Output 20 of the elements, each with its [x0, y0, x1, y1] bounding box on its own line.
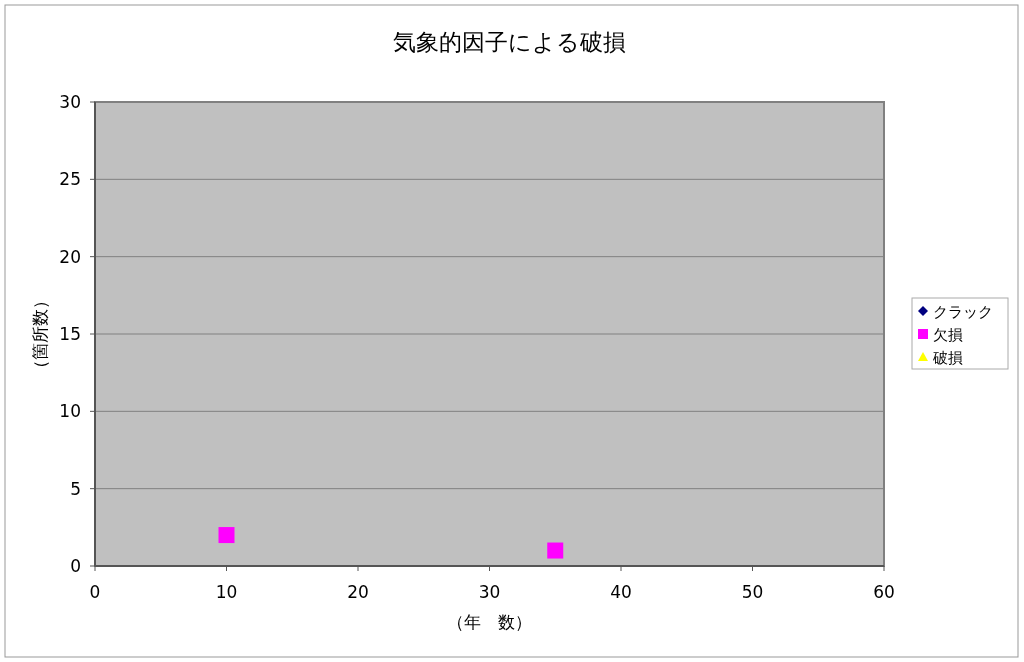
legend-label: 破損	[932, 349, 963, 367]
y-tick-label: 10	[59, 401, 81, 422]
x-axis-title: （年 数）	[447, 612, 532, 632]
legend-label: クラック	[933, 303, 993, 321]
x-tick-label: 20	[347, 582, 369, 602]
legend-label: 欠損	[933, 326, 963, 344]
y-tick-label: 20	[59, 246, 81, 267]
y-tick-label: 15	[59, 324, 81, 344]
x-tick-label: 0	[89, 582, 101, 602]
y-tick-label: 0	[70, 556, 81, 576]
y-axis-title: （箇所数）	[30, 291, 50, 377]
x-tick-label: 10	[215, 582, 238, 602]
x-tick-label: 50	[741, 582, 764, 602]
chart-title: 気象的因子による破損	[393, 29, 626, 55]
y-tick-label: 25	[59, 169, 81, 190]
y-tick-label: 30	[59, 92, 81, 112]
x-tick-label: 60	[873, 582, 895, 602]
x-tick-label: 30	[478, 582, 501, 602]
x-tick-label: 40	[610, 582, 632, 602]
y-tick-label: 5	[70, 478, 81, 499]
